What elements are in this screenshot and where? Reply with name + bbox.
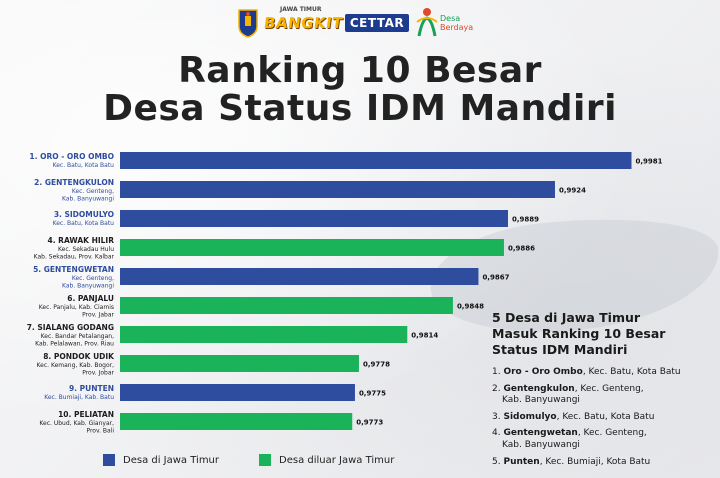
legend-label-jawa-timur: Desa di Jawa Timur: [123, 454, 220, 466]
title-line-2: Desa Status IDM Mandiri: [103, 88, 617, 129]
category-label: 1. ORO - ORO OMBO: [29, 152, 114, 161]
bar: [120, 326, 408, 343]
legend-item-jawa-timur: Desa di Jawa Timur: [103, 454, 219, 466]
side-panel-title: 5 Desa di Jawa Timur Masuk Ranking 10 Be…: [492, 310, 717, 358]
category-label: 9. PUNTEN: [69, 384, 114, 393]
category-sublabel: Kec. Bandar Petalangan,: [41, 333, 114, 340]
bar-value-label: 0,9981: [635, 158, 662, 166]
bar-value-label: 0,9773: [356, 419, 383, 427]
category-sublabel: Kab. Pelalawan, Prov. Riau: [35, 341, 114, 348]
list-item-location-line2: Kab. Banyuwangi: [502, 395, 580, 406]
category-sublabel: Kab. Sekadau, Prov. Kalbar: [34, 254, 115, 261]
desa-berdaya-icon: [416, 8, 438, 37]
list-item: 4. Gentengwetan, Kec. Genteng, Kab. Banyu…: [492, 428, 717, 451]
bar-value-label: 0,9886: [508, 245, 535, 253]
title-line-1: Ranking 10 Besar: [178, 50, 542, 91]
desa-word: Desa: [440, 14, 461, 23]
category-label: 8. PONDOK UDIK: [43, 352, 115, 361]
bar: [120, 384, 355, 401]
category-sublabel: Kab. Banyuwangi: [62, 196, 114, 203]
category-label: 2. GENTENGKULON: [34, 178, 114, 187]
list-item-location: , Kec. Genteng,: [577, 428, 647, 439]
category-label: 3. SIDOMULYO: [54, 210, 114, 219]
bar: [120, 181, 555, 198]
list-item-number: 5.: [492, 456, 501, 467]
side-title-line: Masuk Ranking 10 Besar: [492, 326, 666, 341]
bar-value-label: 0,9778: [363, 361, 390, 369]
bar-value-label: 0,9889: [512, 216, 539, 224]
category-label: 4. RAWAK HILIR: [48, 236, 115, 245]
legend-item-luar-jawa-timur: Desa diluar Jawa Timur: [259, 454, 394, 466]
east-java-emblem-icon: [236, 6, 260, 40]
list-item-number: 3.: [492, 411, 501, 422]
side-panel-list: 1. Oro - Oro Ombo, Kec. Batu, Kota Batu …: [492, 367, 717, 468]
list-item-name: Oro - Oro Ombo: [503, 367, 583, 377]
bar-value-label: 0,9848: [457, 303, 484, 311]
cettar-logo: CETTAR: [344, 6, 410, 40]
bar-value-label: 0,9775: [359, 390, 386, 398]
category-label: 6. PANJALU: [67, 294, 114, 303]
jatim-bangkit-logo: JAWA TIMUR BANGKIT: [262, 6, 343, 40]
category-sublabel: Prov. Jabar: [82, 312, 114, 319]
bar: [120, 297, 453, 314]
logo-bar: JAWA TIMUR BANGKIT CETTAR Desa Berdaya: [0, 6, 720, 46]
category-sublabel: Prov. Bali: [86, 428, 114, 435]
bar: [120, 268, 479, 285]
desa-berdaya-logo: Desa Berdaya: [416, 6, 486, 40]
category-label: 7. SIALANG GODANG: [27, 323, 114, 332]
category-label: 5. GENTENGWETAN: [33, 265, 114, 274]
list-item: 3. Sidomulyo, Kec. Batu, Kota Batu: [492, 412, 717, 424]
list-item-number: 4.: [492, 428, 501, 439]
category-sublabel: Kec. Batu, Kota Batu: [53, 220, 115, 227]
category-sublabel: Kec. Batu, Kota Batu: [53, 162, 115, 169]
list-item-name: Gentengkulon: [503, 383, 575, 394]
category-sublabel: Kec. Genteng,: [72, 275, 114, 282]
category-sublabel: Kec. Panjalu, Kab. Ciamis: [39, 304, 114, 311]
bar-value-label: 0,9924: [559, 187, 586, 195]
list-item-location: , Kec. Batu, Kota Batu: [556, 411, 655, 422]
list-item-name: Punten: [503, 456, 540, 467]
chart-legend: Desa di Jawa Timur Desa diluar Jawa Timu…: [103, 454, 434, 466]
side-title-line: 5 Desa di Jawa Timur: [492, 310, 641, 325]
category-label: 10. PELIATAN: [58, 410, 114, 419]
category-sublabel: Kec. Kemang, Kab. Bogor,: [37, 362, 115, 369]
category-sublabel: Kec. Genteng,: [72, 188, 114, 195]
legend-swatch-jawa-timur: [103, 454, 115, 466]
side-panel: 5 Desa di Jawa Timur Masuk Ranking 10 Be…: [492, 310, 717, 473]
category-sublabel: Kec. Bumiaji, Kab. Batu: [44, 394, 114, 401]
bar: [120, 239, 504, 256]
list-item-name: Gentengwetan: [503, 428, 578, 439]
bar: [120, 355, 359, 372]
list-item-name: Sidomulyo: [503, 411, 557, 422]
list-item-location: , Kec. Bumiaji, Kota Batu: [539, 456, 651, 467]
berdaya-word: Berdaya: [440, 23, 474, 32]
cettar-text: CETTAR: [344, 14, 410, 32]
bar: [120, 152, 632, 169]
bar: [120, 413, 353, 430]
bar-value-label: 0,9814: [411, 332, 438, 340]
desa-berdaya-text: Desa Berdaya: [440, 14, 473, 32]
list-item-number: 2.: [492, 383, 501, 394]
bar: [120, 210, 508, 227]
list-item: 5. Punten, Kec. Bumiaji, Kota Batu: [492, 457, 717, 469]
legend-swatch-luar-jawa-timur: [259, 454, 272, 466]
list-item-location: , Kec. Batu, Kota Batu: [582, 367, 681, 377]
bangkit-small-text: JAWA TIMUR: [280, 6, 322, 13]
bar-value-label: 0,9867: [482, 274, 509, 282]
side-title-line: Status IDM Mandiri: [492, 342, 628, 357]
list-item-number: 1.: [492, 367, 501, 377]
list-item: 1. Oro - Oro Ombo, Kec. Batu, Kota Batu: [492, 367, 717, 379]
legend-label-luar-jawa-timur: Desa diluar Jawa Timur: [279, 454, 395, 466]
category-sublabel: Prov. Jobar: [82, 370, 114, 377]
list-item: 2. Gentengkulon, Kec. Genteng, Kab. Banyu…: [492, 384, 717, 407]
category-sublabel: Kec. Sekadau Hulu: [58, 246, 114, 253]
list-item-location-line2: Kab. Banyuwangi: [502, 439, 580, 450]
category-sublabel: Kec. Ubud, Kab. Gianyar,: [39, 420, 114, 427]
bangkit-main-text: BANGKIT: [262, 14, 344, 32]
category-sublabel: Kab. Banyuwangi: [62, 283, 114, 290]
list-item-location: , Kec. Genteng,: [574, 383, 644, 394]
